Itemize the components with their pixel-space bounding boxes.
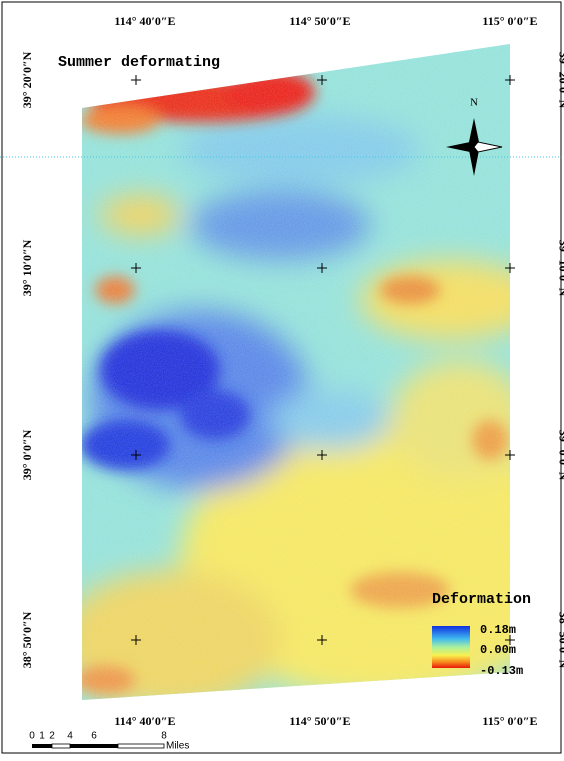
graticule-cross [317, 450, 327, 460]
longitude-label: 114° 50′0″E [289, 14, 350, 28]
legend-title: Deformation [432, 591, 531, 608]
north-label: N [470, 97, 478, 109]
legend-label: -0.13m [480, 664, 523, 678]
graticule-cross [505, 263, 515, 273]
legend-label: 0.18m [480, 623, 516, 637]
graticule-cross [317, 635, 327, 645]
graticule [131, 75, 515, 645]
scale-label: 0 [29, 731, 35, 742]
graticule-cross [131, 635, 141, 645]
legend-label: 0.00m [480, 643, 516, 657]
longitude-label: 114° 50′0″E [289, 714, 350, 728]
longitude-label: 115° 0′0″E [482, 714, 537, 728]
graticule-cross [131, 75, 141, 85]
scale-unit: Miles [166, 741, 189, 752]
longitude-label: 114° 40′0″E [114, 714, 175, 728]
map-title: Summer deformating [58, 54, 220, 71]
scale-label: 1 [39, 731, 45, 742]
legend: Deformation 0.18m 0.00m -0.13m [432, 591, 531, 678]
graticule-cross [131, 450, 141, 460]
latitude-label: 39° 10′0″N [20, 239, 34, 296]
north-arrow: N [446, 97, 503, 176]
latitude-label: 39° 0′0″N [556, 430, 564, 481]
latitude-label: 39° 20′0″N [20, 51, 34, 108]
longitude-label: 115° 0′0″E [482, 14, 537, 28]
graticule-cross [505, 635, 515, 645]
graticule-cross [317, 75, 327, 85]
latitude-label: 38° 50′0″N [20, 611, 34, 668]
graticule-cross [505, 450, 515, 460]
latitude-label: 39° 20′0″N [556, 52, 564, 109]
graticule-cross [131, 263, 141, 273]
latitude-label: 39° 0′0″N [20, 429, 34, 480]
scale-label: 8 [161, 731, 167, 742]
scale-label: 2 [49, 731, 55, 742]
scale-label: 4 [67, 731, 73, 742]
deformation-raster [82, 44, 510, 700]
legend-ramp [432, 626, 470, 668]
graticule-cross [505, 75, 515, 85]
latitude-label: 38° 50′0″N [556, 612, 564, 669]
graticule-cross [317, 263, 327, 273]
scale-label: 6 [91, 731, 97, 742]
longitude-label: 114° 40′0″E [114, 14, 175, 28]
latitude-label: 39° 10′0″N [556, 240, 564, 297]
